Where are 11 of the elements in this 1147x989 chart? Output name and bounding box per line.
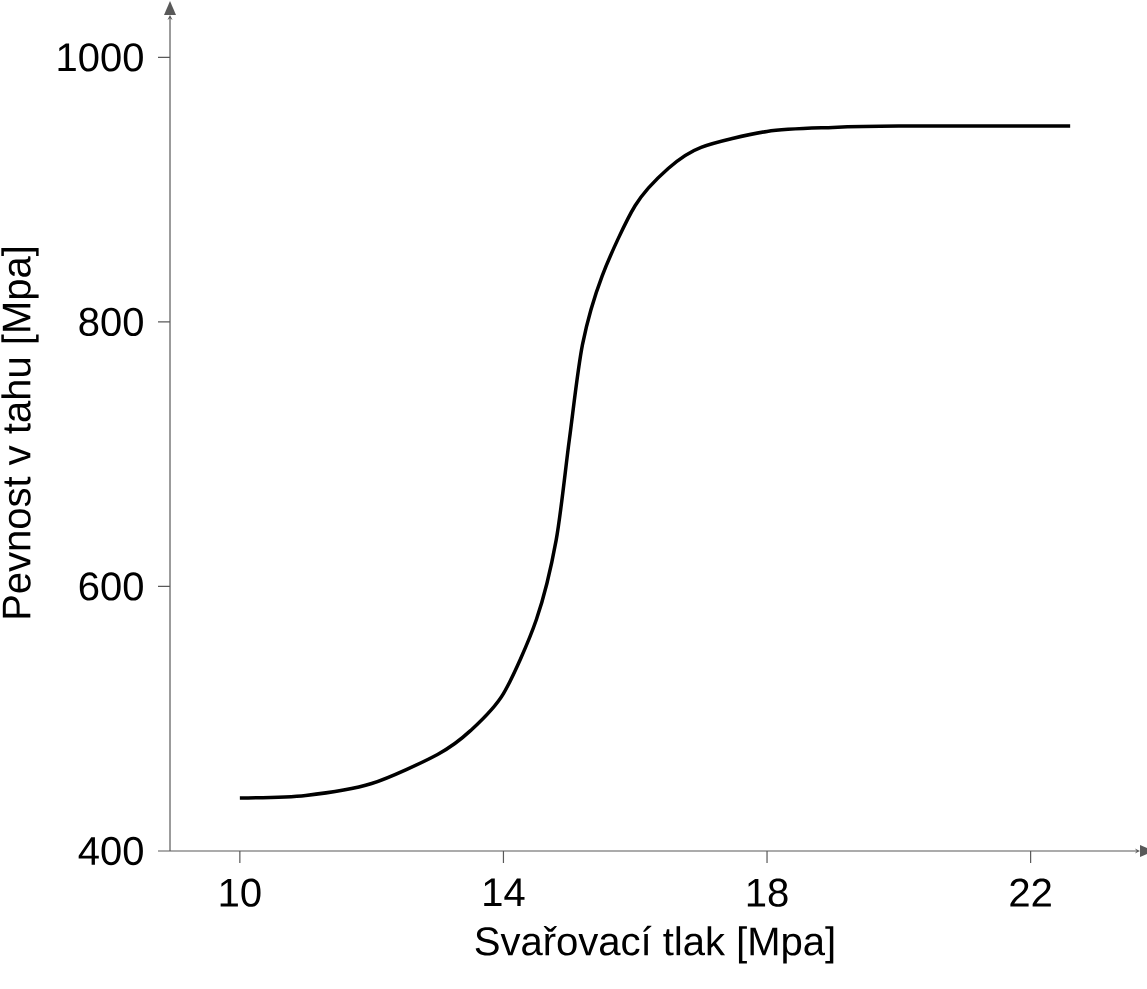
x-tick-label: 22 — [1010, 878, 1051, 907]
x-tick-label: 18 — [747, 878, 788, 907]
x-tick-label: 14 — [484, 878, 525, 907]
y-tick-label: 600 — [79, 572, 143, 601]
line-series — [238, 124, 1072, 800]
y-tick-label: 1000 — [58, 43, 143, 72]
x-axis-title: Svařovací tlak [Mpa] — [475, 925, 834, 964]
x-tick-label: 10 — [220, 878, 261, 907]
y-tick-label: 800 — [79, 307, 143, 337]
y-axis-title: Pevnost v tahu [Mpa] — [1, 248, 39, 618]
y-tick-label: 400 — [78, 836, 143, 866]
